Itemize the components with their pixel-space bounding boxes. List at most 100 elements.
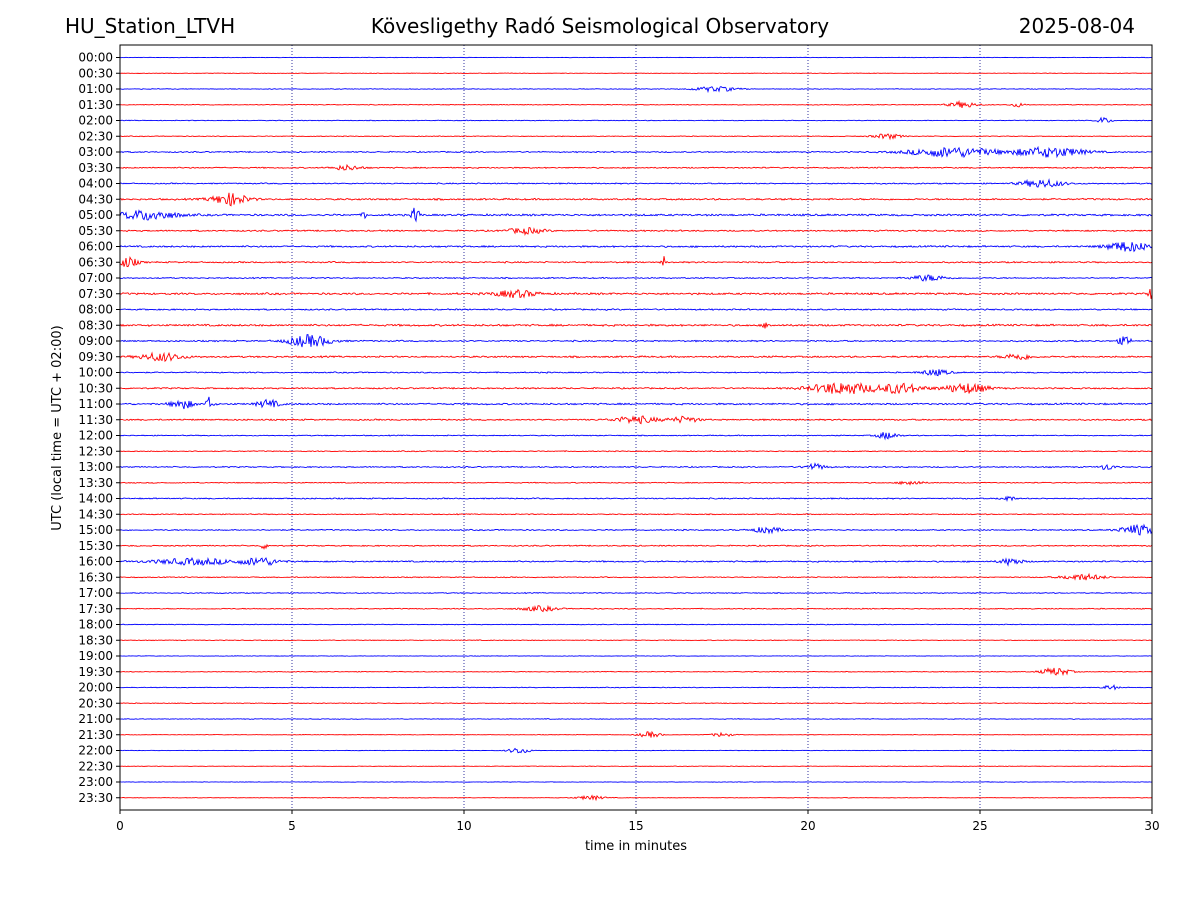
station-title: HU_Station_LTVH (65, 14, 236, 38)
y-tick-label: 03:30 (78, 161, 113, 175)
trace-row-0500 (119, 207, 1153, 223)
y-tick-label: 19:30 (78, 665, 113, 679)
y-tick-label: 17:30 (78, 602, 113, 616)
trace-row-2030 (119, 702, 1153, 705)
trace-row-0530 (119, 227, 1153, 237)
y-tick-label: 00:00 (78, 51, 113, 65)
trace-row-1300 (119, 462, 1153, 471)
trace-row-0930 (119, 351, 1153, 363)
y-tick-label: 16:30 (78, 570, 113, 584)
trace-row-0200 (119, 116, 1153, 123)
y-tick-label: 22:00 (78, 744, 113, 758)
y-tick-label: 18:30 (78, 633, 113, 647)
x-tick-label: 15 (628, 819, 643, 833)
y-tick-label: 15:00 (78, 523, 113, 537)
y-tick-label: 06:30 (78, 255, 113, 269)
trace-row-1730 (119, 604, 1153, 613)
y-tick-label: 05:30 (78, 224, 113, 238)
trace-row-1430 (119, 513, 1153, 516)
y-axis-label: UTC (local time = UTC + 02:00) (50, 325, 65, 530)
y-tick-label: 10:30 (78, 381, 113, 395)
y-tick-label: 20:00 (78, 681, 113, 695)
trace-row-1900 (119, 655, 1153, 657)
x-tick-label: 30 (1144, 819, 1159, 833)
trace-row-1200 (119, 432, 1153, 441)
trace-row-1500 (119, 523, 1153, 536)
y-tick-label: 01:00 (78, 82, 113, 96)
trace-row-2230 (119, 765, 1153, 767)
trace-row-2000 (119, 684, 1153, 691)
x-tick-label: 10 (456, 819, 471, 833)
y-tick-label: 08:30 (78, 318, 113, 332)
trace-row-0330 (119, 163, 1153, 171)
y-tick-label: 23:30 (78, 791, 113, 805)
trace-row-0600 (119, 242, 1153, 253)
trace-row-2200 (119, 747, 1153, 754)
trace-row-0830 (119, 322, 1153, 329)
x-tick-label: 20 (800, 819, 815, 833)
trace-row-0300 (119, 145, 1153, 159)
trace-row-2130 (119, 730, 1153, 738)
trace-row-0900 (119, 334, 1153, 348)
trace-row-2300 (119, 781, 1153, 783)
trace-row-1000 (119, 368, 1153, 377)
y-tick-label: 19:00 (78, 649, 113, 663)
date-title: 2025-08-04 (1018, 14, 1135, 38)
trace-row-2330 (119, 794, 1153, 802)
x-axis-label: time in minutes (585, 839, 687, 854)
trace-row-0800 (119, 307, 1153, 311)
trace-row-1930 (119, 667, 1153, 677)
trace-row-1630 (119, 572, 1153, 581)
y-tick-label: 04:30 (78, 192, 113, 206)
trace-row-1130 (119, 415, 1153, 425)
y-tick-label: 09:00 (78, 334, 113, 348)
y-tick-label: 15:30 (78, 539, 113, 553)
y-tick-label: 13:30 (78, 476, 113, 490)
y-tick-label: 07:30 (78, 287, 113, 301)
x-axis-ticks: 0 5 10 15 20 25 30 (116, 810, 1160, 833)
y-tick-label: 09:30 (78, 350, 113, 364)
y-tick-label: 06:00 (78, 240, 113, 254)
trace-row-0100 (119, 85, 1153, 94)
trace-row-0000 (119, 56, 1153, 59)
y-tick-label: 03:00 (78, 145, 113, 159)
y-tick-label: 11:00 (78, 397, 113, 411)
y-tick-label: 21:30 (78, 728, 113, 742)
trace-row-0430 (119, 192, 1153, 207)
y-tick-label: 02:30 (78, 129, 113, 143)
y-tick-label: 22:30 (78, 759, 113, 773)
trace-row-1530 (119, 543, 1153, 550)
y-tick-label: 14:00 (78, 492, 113, 506)
trace-row-0230 (119, 133, 1153, 141)
y-tick-label: 07:00 (78, 271, 113, 285)
y-tick-label: 13:00 (78, 460, 113, 474)
trace-row-0630 (119, 255, 1153, 268)
y-tick-label: 02:00 (78, 114, 113, 128)
trace-row-1030 (119, 381, 1153, 395)
y-tick-label: 12:00 (78, 429, 113, 443)
trace-row-1700 (119, 591, 1153, 595)
trace-row-0030 (119, 72, 1153, 74)
x-tick-label: 25 (972, 819, 987, 833)
y-tick-label: 10:00 (78, 366, 113, 380)
trace-row-0730 (119, 288, 1153, 299)
y-tick-label: 11:30 (78, 413, 113, 427)
trace-row-1230 (119, 450, 1153, 453)
trace-row-0700 (119, 274, 1153, 282)
x-tick-label: 0 (116, 819, 124, 833)
y-tick-label: 23:00 (78, 775, 113, 789)
y-tick-label: 14:30 (78, 507, 113, 521)
y-tick-label: 17:00 (78, 586, 113, 600)
trace-row-1830 (119, 639, 1153, 642)
trace-rows (119, 56, 1153, 802)
trace-row-1100 (119, 396, 1153, 410)
trace-row-2100 (119, 718, 1153, 720)
x-tick-label: 5 (288, 819, 296, 833)
y-tick-label: 05:00 (78, 208, 113, 222)
y-tick-label: 12:30 (78, 444, 113, 458)
y-tick-label: 08:00 (78, 303, 113, 317)
y-tick-label: 01:30 (78, 98, 113, 112)
